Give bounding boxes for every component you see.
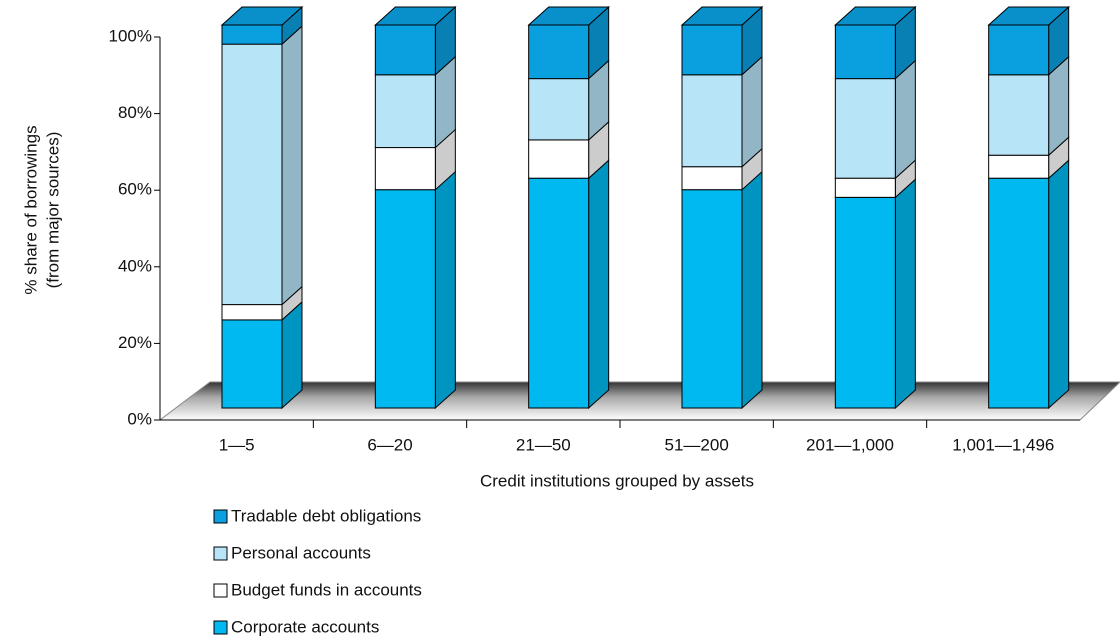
- floor: [158, 381, 1120, 421]
- bar-segment: [221, 304, 283, 321]
- bar-side: [894, 59, 916, 180]
- bar-segment: [681, 189, 743, 409]
- bar-side: [741, 170, 763, 410]
- bar-side: [894, 178, 916, 410]
- x-tick-label: 6—20: [367, 435, 412, 454]
- bar-side: [434, 170, 456, 410]
- x-axis-label: Credit institutions grouped by assets: [480, 471, 754, 490]
- x-tick-label: 21—50: [516, 435, 571, 454]
- legend-swatch: [213, 620, 228, 635]
- bar-top: [220, 6, 304, 26]
- bar-segment: [528, 24, 590, 80]
- bar-segment: [374, 147, 436, 191]
- y-tick-label: 40%: [118, 256, 152, 275]
- bar-side: [281, 25, 303, 306]
- bar-segment: [681, 74, 743, 168]
- bar-segment: [221, 43, 283, 306]
- legend-label: Budget funds in accounts: [231, 580, 422, 599]
- bar-top: [680, 6, 764, 26]
- x-tick-label: 1—5: [219, 435, 255, 454]
- y-tick-label: 20%: [118, 333, 152, 352]
- bar-segment: [221, 24, 283, 45]
- bar-segment: [374, 74, 436, 149]
- y-tick-label: 80%: [118, 103, 152, 122]
- bar-side: [588, 159, 610, 410]
- legend-swatch: [213, 546, 228, 561]
- bar-segment: [834, 196, 896, 409]
- y-tick-label: 60%: [118, 180, 152, 199]
- bar-top: [834, 6, 917, 26]
- bar-segment: [528, 177, 590, 409]
- y-tick-label: 100%: [109, 26, 152, 45]
- bar-segment: [528, 78, 590, 141]
- y-axis-label: (from major sources): [43, 132, 62, 289]
- bar-segment: [681, 24, 743, 76]
- bar-segment: [374, 24, 436, 76]
- bar-segment: [374, 189, 436, 409]
- bar-segment: [988, 154, 1050, 179]
- bar-top: [527, 6, 610, 26]
- legend-label: Corporate accounts: [231, 617, 379, 636]
- bar-segment: [834, 78, 896, 179]
- bar-segment: [834, 177, 896, 198]
- bar-segment: [988, 74, 1050, 156]
- bar-segment: [988, 24, 1050, 76]
- legend-label: Personal accounts: [231, 543, 371, 562]
- bar-side: [741, 55, 763, 168]
- bar-segment: [681, 166, 743, 191]
- bar-segment: [988, 177, 1050, 409]
- bar-segment: [528, 139, 590, 179]
- bar-top: [374, 6, 457, 26]
- legend-label: Tradable debt obligations: [231, 506, 421, 525]
- y-axis-label: % share of borrowings: [21, 125, 40, 294]
- y-tick-label: 0%: [127, 409, 152, 428]
- legend-swatch: [213, 509, 228, 524]
- bar-side: [1048, 159, 1070, 410]
- x-tick-label: 1,001—1,496: [952, 435, 1054, 454]
- bar-segment: [221, 319, 283, 409]
- legend-swatch: [213, 583, 228, 598]
- bar-segment: [834, 24, 896, 80]
- x-tick-label: 51—200: [665, 435, 729, 454]
- bar-top: [987, 6, 1070, 26]
- x-tick-label: 201—1,000: [806, 435, 894, 454]
